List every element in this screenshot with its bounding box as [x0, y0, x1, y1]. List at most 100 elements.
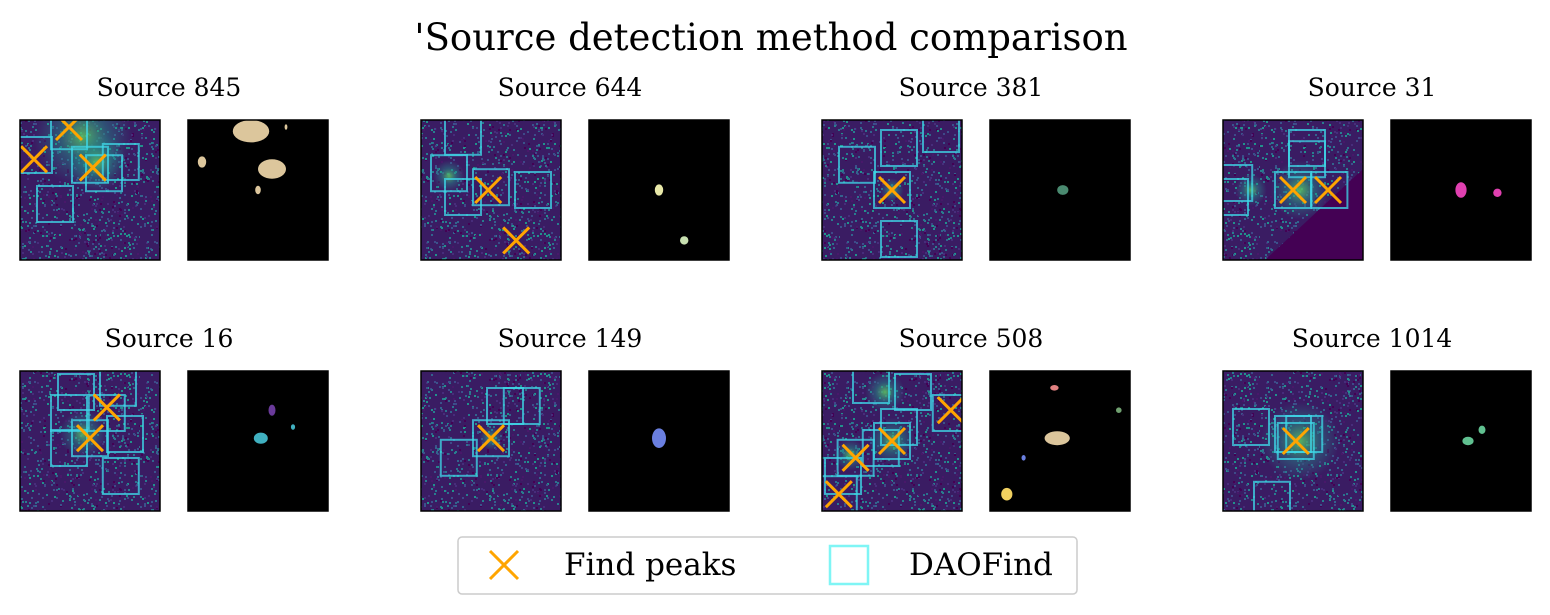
- mask-blob: [1493, 188, 1502, 197]
- mask-frame: [588, 370, 730, 512]
- daofind-box: [873, 171, 911, 209]
- find-peaks-marker: [78, 153, 107, 182]
- legend-find-peaks-marker: [488, 549, 520, 581]
- find-peaks-marker: [1281, 426, 1310, 456]
- panel-6: Source 149: [420, 324, 730, 512]
- masked-region: [1265, 169, 1363, 260]
- image-frame: [420, 370, 562, 512]
- panel-5: Source 16: [19, 324, 329, 512]
- panel-4: Source 31: [1222, 73, 1532, 261]
- mask-blob: [1462, 436, 1474, 446]
- daofind-box: [101, 457, 140, 495]
- panel-7: Source 508: [821, 324, 1131, 512]
- panel-8: Source 1014: [1222, 324, 1532, 512]
- legend-find-peaks-label: Find peaks: [564, 547, 736, 583]
- daofind-box: [1223, 164, 1254, 202]
- find-peaks-marker: [75, 424, 105, 453]
- image-frame: [821, 119, 963, 261]
- source-image: [1223, 371, 1363, 511]
- find-peaks-marker: [502, 226, 531, 255]
- mask-blob: [1044, 431, 1070, 446]
- daofind-box: [514, 171, 552, 209]
- source-glow: [433, 160, 465, 192]
- panel-title: Source 149: [498, 324, 643, 353]
- daofind-box: [106, 415, 144, 453]
- mask-frame: [187, 119, 329, 261]
- daofind-box: [931, 394, 962, 432]
- source-image: [421, 120, 561, 260]
- panel-grid: Source 845 Source 644 Source 381 Source 31 S…: [19, 73, 1532, 512]
- panel-title: Source 31: [1308, 73, 1437, 102]
- daofind-box: [922, 120, 960, 153]
- find-peaks-marker: [936, 396, 962, 425]
- daofind-box: [1232, 408, 1270, 446]
- daofind-box: [99, 371, 137, 407]
- legend-daofind-marker: [828, 544, 870, 586]
- mask-blob: [680, 236, 689, 245]
- daofind-box: [1310, 171, 1349, 209]
- panel-title: Source 16: [105, 324, 234, 353]
- find-peaks-marker: [877, 426, 907, 456]
- panel-title: Source 1014: [1292, 324, 1453, 353]
- mask-frame: [1390, 119, 1532, 261]
- find-peaks-marker: [824, 480, 853, 509]
- legend-daofind-label: DAOFind: [909, 547, 1053, 583]
- daofind-box: [71, 145, 109, 184]
- mask-frame: [588, 119, 730, 261]
- mask-blob: [652, 428, 666, 449]
- panel-2: Source 644: [420, 73, 730, 261]
- mask-blob: [654, 184, 664, 196]
- mask-frame: [1390, 370, 1532, 512]
- daofind-box: [50, 394, 88, 432]
- image-frame: [19, 119, 161, 261]
- mask-blob: [290, 424, 296, 430]
- daofind-box: [57, 373, 95, 411]
- source-glow: [834, 439, 866, 471]
- daofind-box: [824, 457, 862, 495]
- source-image: [20, 120, 160, 260]
- mask-blob: [258, 159, 286, 179]
- source-glow: [865, 372, 905, 412]
- legend-frame: [457, 536, 1078, 595]
- legend: Find peaks DAOFind: [457, 536, 1078, 595]
- mask-blob: [1057, 185, 1069, 195]
- figure-title: 'Source detection method comparison: [414, 16, 1127, 59]
- mask-blob: [1478, 425, 1486, 434]
- mask-blob: [1050, 385, 1059, 391]
- panel-title: Source 644: [498, 73, 643, 102]
- source-image: [421, 371, 561, 511]
- daofind-box: [1253, 480, 1291, 511]
- segmentation-mask: [588, 119, 730, 261]
- segmentation-mask: [1390, 119, 1532, 261]
- source-image: [822, 120, 962, 260]
- daofind-box: [838, 145, 876, 184]
- find-peaks-marker: [476, 424, 506, 453]
- find-peaks-marker: [92, 393, 121, 422]
- find-peaks-marker: [474, 175, 503, 205]
- mask-blob: [268, 404, 276, 416]
- panel-title: Source 845: [97, 73, 242, 102]
- mask-blob: [232, 120, 270, 143]
- source-glow: [1235, 174, 1267, 206]
- daofind-box: [20, 136, 53, 174]
- source-glow: [1270, 160, 1330, 220]
- source-glow: [59, 410, 107, 458]
- mask-blob: [1001, 487, 1013, 501]
- segmentation-mask: [1390, 370, 1532, 512]
- daofind-box: [439, 438, 478, 477]
- mask-frame: [989, 370, 1131, 512]
- image-frame: [821, 370, 963, 512]
- mask-frame: [187, 370, 329, 512]
- daofind-box: [880, 220, 918, 258]
- daofind-box: [502, 387, 541, 425]
- daofind-box: [852, 371, 890, 404]
- segmentation-mask: [989, 119, 1131, 261]
- panel-1: Source 845: [19, 73, 329, 261]
- daofind-box: [1276, 422, 1315, 460]
- mask-blob: [255, 185, 261, 195]
- find-peaks-marker: [841, 443, 870, 472]
- source-image: [1223, 120, 1363, 260]
- daofind-box: [880, 408, 918, 446]
- mask-blob: [1116, 407, 1122, 414]
